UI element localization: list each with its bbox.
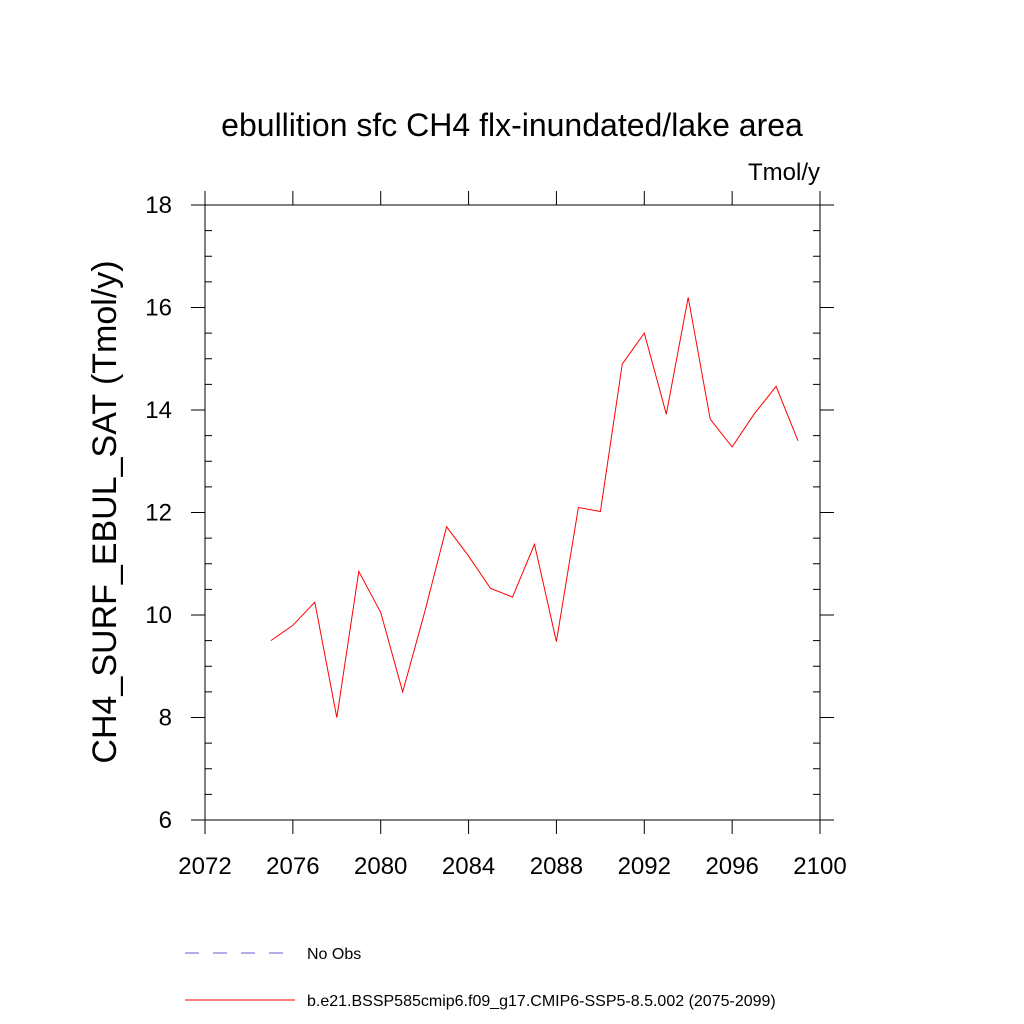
chart-title: ebullition sfc CH4 flx-inundated/lake ar… [221,107,803,143]
y-tick-label: 12 [145,500,172,527]
y-tick-label: 14 [145,397,172,424]
legend-entry: No Obs [307,946,361,963]
x-tick-label: 2100 [793,853,846,880]
x-tick-label: 2080 [354,853,407,880]
x-axis: 2072 2076 2080 2084 2088 2092 2096 2100 [178,191,847,880]
y-tick-label: 16 [145,295,172,322]
x-tick-label: 2084 [442,853,495,880]
legend-entry: b.e21.BSSP585cmip6.f09_g17.CMIP6-SSP5-8.… [307,993,776,1010]
x-tick-label: 2096 [705,853,758,880]
y-axis-label: CH4_SURF_EBUL_SAT (Tmol/y) [86,260,124,763]
x-tick-label: 2088 [530,853,583,880]
y-tick-label: 6 [159,807,172,834]
series-layer [270,297,799,718]
x-tick-label: 2072 [178,853,231,880]
legend: No Obs b.e21.BSSP585cmip6.f09_g17.CMIP6-S… [185,946,776,1010]
y-tick-label: 8 [159,705,172,732]
units-label: Tmol/y [748,159,820,186]
series-line [270,297,799,718]
y-axis: 6 8 10 12 14 16 18 [145,192,834,834]
x-tick-label: 2092 [618,853,671,880]
y-tick-label: 10 [145,602,172,629]
y-tick-label: 18 [145,192,172,219]
x-tick-label: 2076 [266,853,319,880]
plot-frame [204,204,821,821]
